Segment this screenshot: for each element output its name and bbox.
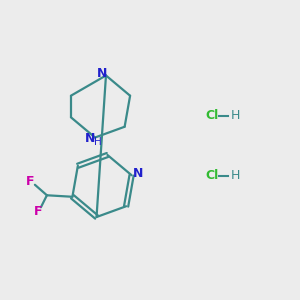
Text: N: N: [133, 167, 143, 180]
Text: N: N: [85, 132, 96, 145]
Text: F: F: [34, 205, 42, 218]
Text: Cl: Cl: [206, 169, 219, 182]
Text: H: H: [231, 109, 240, 122]
Text: H: H: [94, 137, 102, 147]
Text: N: N: [97, 68, 108, 80]
Text: Cl: Cl: [206, 109, 219, 122]
Text: F: F: [26, 175, 34, 188]
Text: H: H: [231, 169, 240, 182]
